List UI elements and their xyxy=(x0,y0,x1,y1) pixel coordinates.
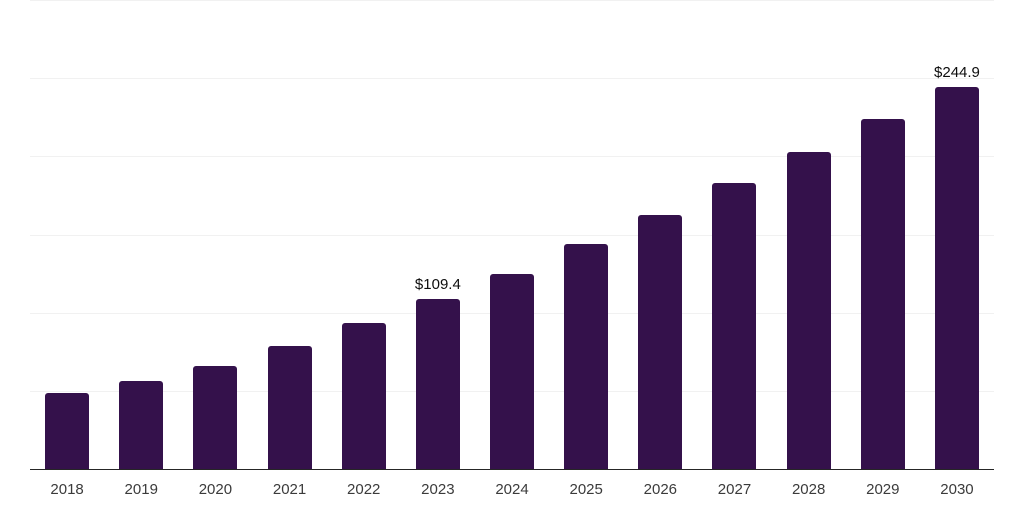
bar-2029 xyxy=(860,119,905,470)
x-tick-2023: 2023 xyxy=(421,481,455,498)
bar-group-2020 xyxy=(178,1,252,470)
bar-group-2018 xyxy=(30,1,104,470)
x-tick-2027: 2027 xyxy=(717,481,752,498)
x-tick-2020: 2020 xyxy=(198,481,233,498)
bar-2028 xyxy=(786,151,831,470)
gridline-300 xyxy=(30,0,994,1)
bar-group-2029 xyxy=(846,1,920,470)
x-tick-2019: 2019 xyxy=(124,481,158,498)
x-tick-2021: 2021 xyxy=(272,481,307,498)
bar-group-2022 xyxy=(327,1,401,470)
x-tick-2024: 2024 xyxy=(495,481,529,498)
bar-2018 xyxy=(45,393,90,470)
bar-2019 xyxy=(119,381,164,470)
bar-2025 xyxy=(564,244,609,470)
x-tick-2029: 2029 xyxy=(866,481,900,498)
bar-group-2025 xyxy=(549,1,623,470)
x-axis-labels: 2018 2019 2020 2021 2022 2023 2024 2025 2026 2027… xyxy=(30,478,994,502)
bar-2024 xyxy=(490,273,535,470)
bar-2023 xyxy=(415,298,460,470)
bar-group-2021 xyxy=(252,1,326,470)
bar-2030 xyxy=(934,87,979,470)
x-tick-2030: 2030 xyxy=(940,481,974,498)
bar-group-2024 xyxy=(475,1,549,470)
bar-group-2026 xyxy=(623,1,697,470)
bar-2027 xyxy=(712,183,757,470)
x-tick-2026: 2026 xyxy=(643,481,678,498)
bar-value-label-2030: $244.9 xyxy=(934,64,980,82)
bar-group-2028 xyxy=(772,1,846,470)
x-tick-2022: 2022 xyxy=(347,481,381,498)
bar-series: $109.4 $244.9 xyxy=(30,1,994,470)
bar-group-2019 xyxy=(104,1,178,470)
x-axis-line xyxy=(30,469,994,470)
x-tick-2018: 2018 xyxy=(50,481,84,498)
gridline-200 xyxy=(30,156,994,158)
bar-group-2023: $109.4 xyxy=(401,1,475,470)
bar-2022 xyxy=(341,323,386,470)
bar-2021 xyxy=(267,346,312,470)
gridline-250 xyxy=(30,78,994,80)
bar-value-label-2023: $109.4 xyxy=(414,275,461,293)
bar-2026 xyxy=(638,214,683,470)
x-tick-2028: 2028 xyxy=(791,481,826,498)
plot-area: $109.4 $244.9 xyxy=(30,0,994,470)
bar-group-2027 xyxy=(697,1,771,470)
x-tick-2025: 2025 xyxy=(569,481,603,498)
bar-2020 xyxy=(193,365,238,470)
gridline-150 xyxy=(30,234,994,236)
bar-group-2030: $244.9 xyxy=(920,1,994,470)
